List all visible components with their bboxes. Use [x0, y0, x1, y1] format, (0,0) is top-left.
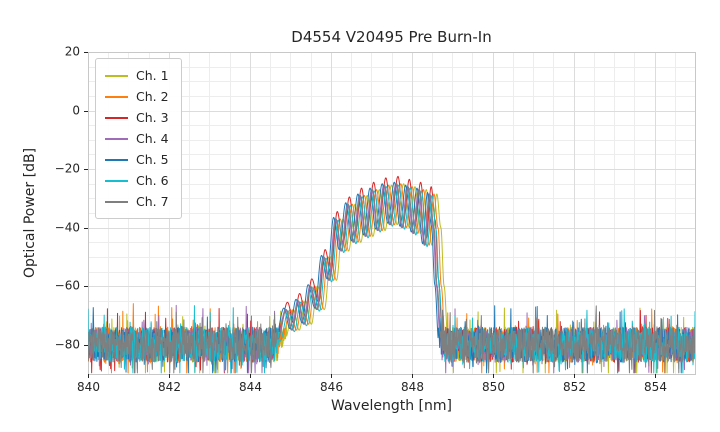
legend-label: Ch. 3 [136, 110, 169, 125]
legend: Ch. 1 Ch. 2 Ch. 3 Ch. 4 Ch. 5 Ch. 6 Ch. … [95, 58, 182, 219]
y-axis-label: Optical Power [dB] [22, 147, 39, 279]
legend-label: Ch. 1 [136, 68, 169, 83]
legend-label: Ch. 7 [136, 194, 169, 209]
legend-label: Ch. 5 [136, 152, 169, 167]
legend-line-swatch [105, 95, 128, 98]
legend-line-swatch [105, 116, 128, 119]
legend-line-swatch [105, 179, 128, 182]
legend-line-swatch [105, 137, 128, 140]
legend-item: Ch. 2 [105, 86, 169, 107]
legend-item: Ch. 4 [105, 128, 169, 149]
legend-line-swatch [105, 158, 128, 161]
legend-item: Ch. 6 [105, 170, 169, 191]
legend-item: Ch. 3 [105, 107, 169, 128]
legend-label: Ch. 6 [136, 173, 169, 188]
x-axis-label: Wavelength [nm] [331, 398, 452, 414]
legend-item: Ch. 7 [105, 191, 169, 212]
chart-title: D4554 V20495 Pre Burn-In [291, 28, 492, 46]
legend-label: Ch. 2 [136, 89, 169, 104]
legend-item: Ch. 1 [105, 65, 169, 86]
legend-line-swatch [105, 74, 128, 77]
legend-line-swatch [105, 200, 128, 203]
legend-item: Ch. 5 [105, 149, 169, 170]
legend-label: Ch. 4 [136, 131, 169, 146]
